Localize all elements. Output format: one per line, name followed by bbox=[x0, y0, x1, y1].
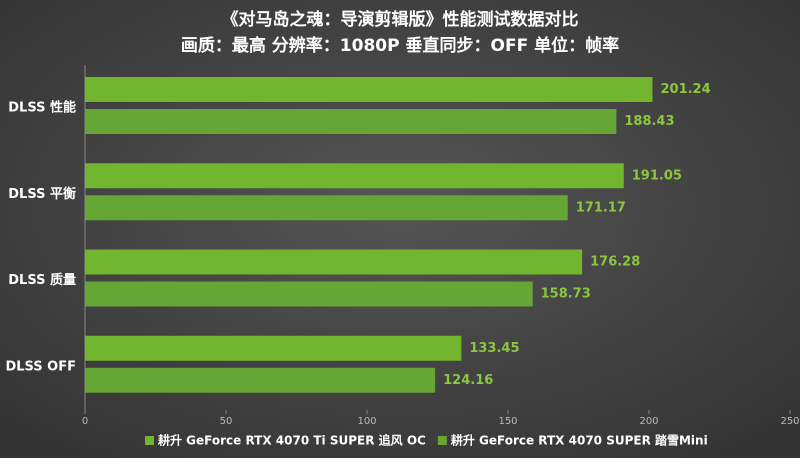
bar bbox=[85, 77, 653, 102]
bar bbox=[85, 335, 462, 361]
value-label: 188.43 bbox=[624, 114, 674, 129]
bar bbox=[85, 195, 568, 221]
value-label: 158.73 bbox=[541, 287, 591, 302]
y-tick-label: DLSS 平衡 bbox=[8, 186, 76, 202]
y-tick-label: DLSS 性能 bbox=[8, 100, 76, 116]
x-tick-label: 50 bbox=[220, 416, 233, 427]
value-label: 171.17 bbox=[576, 200, 626, 215]
x-tick-label: 250 bbox=[780, 416, 799, 427]
legend-swatch bbox=[145, 436, 154, 445]
x-tick-label: 200 bbox=[639, 416, 658, 427]
chart-title: 《对马岛之魂：导演剪辑版》性能测试数据对比 bbox=[222, 9, 579, 30]
chart-subtitle: 画质：最高 分辨率：1080P 垂直同步：OFF 单位：帧率 bbox=[181, 35, 619, 56]
legend-label: 耕升 GeForce RTX 4070 Ti SUPER 追风 OC bbox=[158, 433, 426, 448]
y-tick-label: DLSS 质量 bbox=[8, 272, 76, 288]
y-tick-label: DLSS OFF bbox=[5, 359, 76, 374]
bar bbox=[85, 367, 436, 393]
bar bbox=[85, 249, 583, 275]
x-tick-label: 0 bbox=[82, 416, 88, 427]
bar bbox=[85, 281, 533, 307]
x-tick-label: 150 bbox=[498, 416, 517, 427]
legend-label: 耕升 GeForce RTX 4070 SUPER 踏雪Mini bbox=[451, 433, 708, 448]
legend-swatch bbox=[437, 436, 447, 445]
value-label: 201.24 bbox=[660, 82, 710, 97]
value-label: 124.16 bbox=[443, 373, 493, 388]
bar bbox=[85, 163, 624, 189]
value-label: 133.45 bbox=[469, 341, 519, 356]
value-label: 176.28 bbox=[590, 255, 640, 270]
x-tick-label: 100 bbox=[357, 416, 376, 427]
bar bbox=[85, 109, 617, 134]
value-label: 191.05 bbox=[632, 168, 682, 183]
